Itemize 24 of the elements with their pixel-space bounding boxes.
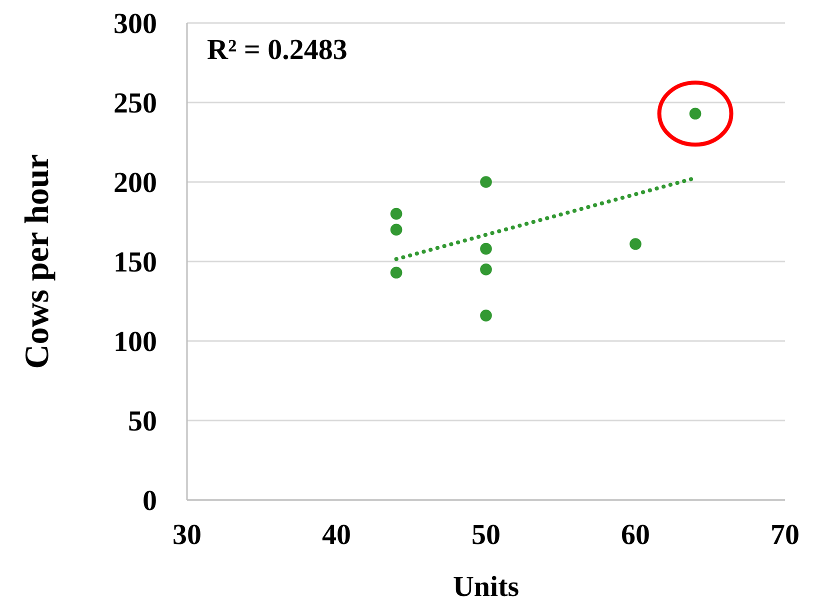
x-tick-label: 70 [770, 519, 800, 551]
point [689, 108, 702, 120]
x-tick-label: 40 [322, 519, 351, 551]
x-tick-label: 50 [472, 519, 500, 551]
y-tick-label: 250 [114, 88, 157, 120]
y-tick-label: 200 [114, 167, 157, 200]
y-tick-label: 100 [114, 326, 157, 358]
y-tick-label: 0 [142, 485, 157, 518]
point [390, 266, 402, 279]
point [480, 242, 492, 255]
y-tick-label: 300 [114, 8, 157, 40]
y-axis-title: Cows per hour [19, 154, 56, 369]
point [390, 208, 402, 220]
point [480, 310, 492, 322]
annotation: R² = 0.2483 [207, 34, 348, 66]
x-tick-label: 30 [172, 519, 202, 551]
y-tick-label: 50 [128, 406, 157, 438]
point [630, 238, 642, 250]
point [390, 224, 402, 236]
point [480, 264, 492, 276]
x-axis-title: Units [452, 571, 520, 603]
x-tick-label: 60 [621, 519, 650, 551]
y-tick-label: 150 [114, 246, 157, 279]
point [480, 176, 492, 188]
